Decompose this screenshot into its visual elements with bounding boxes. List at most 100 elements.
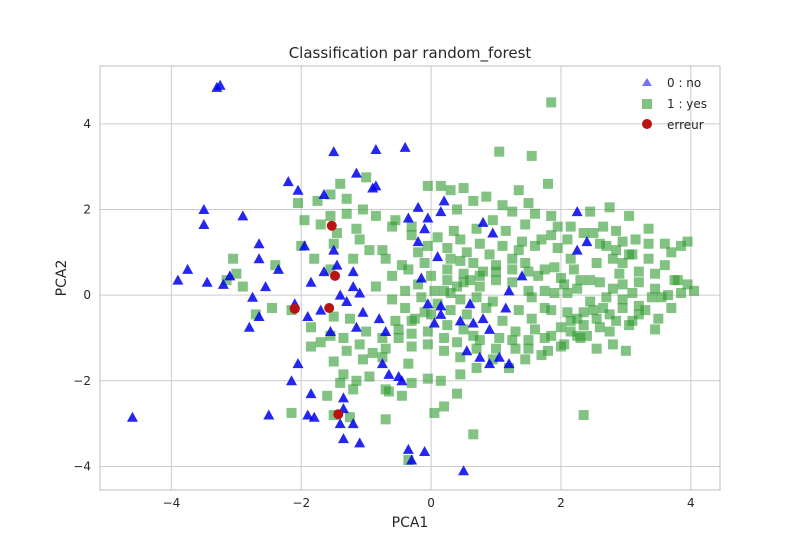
point-no	[396, 375, 408, 386]
point-yes	[468, 330, 479, 341]
point-yes	[607, 253, 618, 264]
point-yes	[231, 268, 242, 279]
point-yes	[387, 221, 398, 232]
point-yes	[633, 309, 644, 320]
point-yes	[520, 219, 531, 230]
point-yes	[380, 253, 391, 264]
point-yes	[529, 324, 540, 335]
point-no	[484, 358, 496, 369]
point-yes	[403, 358, 414, 369]
point-yes	[650, 283, 661, 294]
point-no	[357, 306, 369, 317]
point-yes	[487, 215, 498, 226]
point-yes	[507, 277, 518, 288]
point-yes	[458, 277, 469, 288]
point-yes	[364, 245, 375, 256]
point-yes	[416, 292, 427, 303]
point-yes	[422, 339, 433, 350]
point-yes	[624, 210, 635, 221]
point-yes	[422, 240, 433, 251]
point-yes	[539, 332, 550, 343]
point-yes	[474, 281, 485, 292]
point-no	[337, 433, 349, 444]
point-no	[253, 253, 265, 264]
point-yes	[539, 285, 550, 296]
point-yes	[565, 221, 576, 232]
point-yes	[370, 281, 381, 292]
point-yes	[439, 285, 450, 296]
point-yes	[406, 221, 417, 232]
point-yes	[676, 287, 687, 298]
point-yes	[315, 219, 326, 230]
point-yes	[237, 281, 248, 292]
point-no	[435, 206, 447, 217]
point-yes	[439, 401, 450, 412]
point-no	[263, 409, 275, 420]
point-yes	[659, 238, 670, 249]
point-yes	[364, 371, 375, 382]
point-yes	[585, 296, 596, 307]
point-yes	[594, 277, 605, 288]
point-yes	[497, 200, 508, 211]
point-yes	[348, 253, 359, 264]
point-yes	[305, 322, 316, 333]
point-yes	[312, 195, 323, 206]
point-no	[415, 272, 427, 283]
point-no	[370, 144, 382, 155]
point-no	[571, 244, 583, 255]
point-no	[422, 298, 434, 309]
point-yes	[419, 258, 430, 269]
point-yes	[468, 195, 479, 206]
point-yes	[552, 221, 563, 232]
point-error	[324, 302, 335, 313]
point-yes	[601, 240, 612, 251]
point-no	[487, 227, 499, 238]
point-yes	[640, 305, 651, 316]
point-yes	[627, 287, 638, 298]
point-yes	[539, 264, 550, 275]
point-yes	[575, 332, 586, 343]
point-yes	[650, 268, 661, 279]
point-yes	[474, 238, 485, 249]
point-no	[347, 266, 359, 277]
point-yes	[643, 253, 654, 264]
point-yes	[393, 324, 404, 335]
point-yes	[445, 253, 456, 264]
point-yes	[471, 223, 482, 234]
point-no	[419, 445, 431, 456]
point-no	[402, 443, 414, 454]
point-yes	[439, 332, 450, 343]
point-yes	[643, 238, 654, 249]
point-yes	[435, 375, 446, 386]
point-no	[334, 418, 346, 429]
point-no	[383, 368, 395, 379]
legend: 0 : no 1 : yes erreur	[642, 76, 707, 132]
point-yes	[293, 198, 304, 209]
point-yes	[507, 335, 518, 346]
point-yes	[361, 326, 372, 337]
point-no	[354, 287, 366, 298]
point-yes	[286, 407, 297, 418]
point-yes	[672, 275, 683, 286]
point-yes	[468, 258, 479, 269]
point-no	[503, 358, 515, 369]
point-yes	[611, 315, 622, 326]
point-yes	[546, 230, 557, 241]
point-yes	[533, 270, 544, 281]
point-yes	[471, 362, 482, 373]
point-no	[282, 176, 294, 187]
point-yes	[546, 210, 557, 221]
point-yes	[387, 270, 398, 281]
point-yes	[413, 279, 424, 290]
point-yes	[588, 228, 599, 239]
plot-area	[100, 66, 720, 490]
point-no	[324, 326, 336, 337]
point-yes	[344, 313, 355, 324]
point-yes	[510, 343, 521, 354]
point-no	[337, 392, 349, 403]
point-yes	[267, 302, 278, 313]
point-yes	[542, 178, 553, 189]
legend-marker-class1	[642, 99, 652, 109]
point-yes	[689, 285, 700, 296]
point-yes	[666, 247, 677, 258]
